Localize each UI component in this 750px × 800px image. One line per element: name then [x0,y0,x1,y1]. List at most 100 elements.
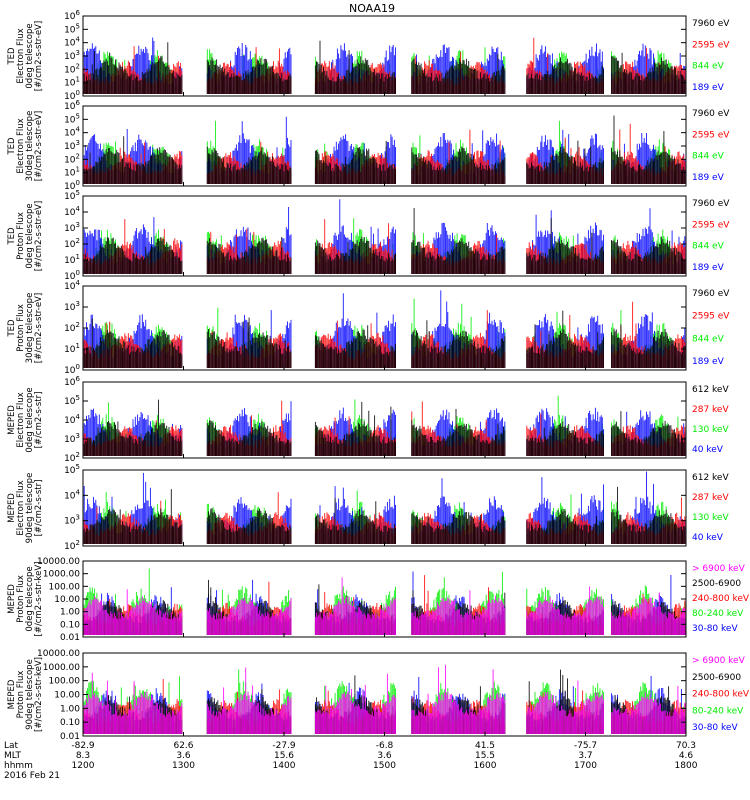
xaxis-row-label-mlt: MLT [4,751,22,761]
xtick-mlt-4: 15.5 [475,751,495,761]
panel-4-ytick-3: 103 [64,300,80,313]
panel-7-legend-3: 240-800 keV [692,594,750,604]
panel-5-ytick-2: 104 [64,413,80,426]
xtick-mlt-5: 3.7 [578,751,592,761]
panel-2-ytick-2: 102 [64,152,80,165]
panel-2-legend-4: 189 eV [692,173,725,183]
panel-4-legend-1: 7960 eV [692,289,730,299]
panel-8-series-5 [83,664,686,734]
xtick-mlt-0: 8.3 [76,751,90,761]
panel-2-traces [83,115,686,184]
panel-5-series-4 [83,399,686,456]
xtick-lat-0: -82.9 [71,741,95,751]
panel-7-ytick-2: 1.00 [60,608,80,618]
panel-2-ylabel: TEDElectron Flux30deg telescope[#/cm2-s-… [7,111,44,182]
xtick-hhmm-1: 1300 [172,761,195,771]
panel-1-ytick-5: 105 [64,22,80,35]
panel-3-ytick-2: 102 [64,237,80,250]
panel-3-series-4 [83,208,686,274]
panel-5-legend-4: 40 keV [692,445,724,455]
xtick-lat-6: 70.3 [676,741,696,751]
panel-7-traces [83,568,686,635]
panel-6-legend-1: 612 keV [692,473,729,483]
panel-1-ytick-6: 106 [64,9,80,22]
panel-6-legend-4: 40 keV [692,533,724,543]
panel-8-legend-1: > 6900 keV [692,656,746,666]
xtick-lat-3: -6.8 [376,741,394,751]
figure-title: NOAA19 [349,2,395,15]
panel-8-ytick-5: 1000.00 [43,663,80,673]
panel-6-ytick-3: 105 [64,463,80,476]
panel-2-legend-2: 2595 eV [692,130,730,140]
panel-5-legend-3: 130 keV [692,425,729,435]
panel-1-legend-1: 7960 eV [692,19,730,29]
panel-6-traces [83,471,686,544]
panel-8-legend-2: 2500-6900 [692,673,741,683]
panel-4-ytick-1: 101 [64,342,80,355]
panel-4-ylabel: TEDProton Flux30deg telescope[#/cm2-s-st… [7,293,44,364]
panel-7-legend-1: > 6900 keV [692,564,746,574]
panel-1-legend-4: 189 eV [692,83,725,93]
xtick-lat-5: -75.7 [574,741,597,751]
panel-6-legend-3: 130 keV [692,513,729,523]
panel-4-legend-3: 844 eV [692,334,725,344]
panel-8: 0.01 0.10 1.00 10.00 100.00 1000.00 10000.00ME… [7,649,750,742]
panel-7-ytick-0: 0.01 [60,633,80,643]
panel-3-traces [83,199,686,274]
panel-4-legend-4: 189 eV [692,357,725,367]
panel-3-legend-2: 2595 eV [692,220,730,230]
panel-1-ytick-4: 104 [64,36,80,49]
panel-6-ytick-0: 102 [64,539,80,552]
panel-5-ytick-4: 106 [64,375,80,388]
panel-8-ytick-1: 0.10 [60,718,80,728]
panel-7-legend-2: 2500-6900 [692,579,741,589]
panel-5-legend-2: 287 keV [692,405,729,415]
panel-2-ytick-3: 103 [64,139,80,152]
panel-3-legend-4: 189 eV [692,263,725,273]
panel-3-ytick-3: 103 [64,221,80,234]
panel-7-ytick-5: 1000.00 [43,570,80,580]
xtick-hhmm-6: 1800 [675,761,698,771]
panel-7-ytick-4: 100.00 [49,582,81,592]
panel-8-traces [83,664,686,734]
xtick-hhmm-3: 1500 [373,761,396,771]
xtick-mlt-1: 3.6 [176,751,191,761]
xtick-hhmm-0: 1200 [72,761,95,771]
xaxis-row-label-hhmm: hhmm [4,761,33,771]
panel-1-ytick-3: 103 [64,49,80,62]
panel-8-ylabel: MEPEDProton Flux90deg telescope[#/cm2-s-… [7,657,44,732]
panel-1-legend-3: 844 eV [692,62,725,72]
panel-1-ytick-1: 101 [64,76,80,89]
panel-3-ylabel: TEDProton Flux0deg telescope[#/cm2-s-str… [7,201,44,271]
panel-7-ytick-1: 0.10 [60,620,80,630]
panel-8-ytick-0: 0.01 [60,732,80,742]
panel-5-ytick-1: 103 [64,432,80,445]
panel-2-ytick-5: 105 [64,112,80,125]
panel-7-series-5 [83,577,686,635]
panel-2-ytick-4: 104 [64,126,80,139]
panel-8-ytick-3: 10.00 [54,691,80,701]
xtick-lat-1: 62.6 [173,741,193,751]
panel-3-legend-3: 844 eV [692,242,725,252]
panel-5-traces [83,395,686,456]
panel-6: 102 103 104 105 MEPEDElectron Flux90deg tele… [7,463,729,552]
panel-6-ylabel: MEPEDElectron Flux90deg telescope[#/cm2-… [7,473,44,544]
panel-1-traces [83,37,686,94]
panel-6-legend-2: 287 keV [692,493,729,503]
panel-7-ytick-3: 10.00 [54,595,80,605]
panel-2-legend-1: 7960 eV [692,109,730,119]
panel-5-legend-1: 612 keV [692,385,729,395]
xtick-lat-4: 41.5 [475,741,495,751]
panel-7-legend-4: 80-240 keV [692,609,744,619]
panel-5-ylabel: MEPEDElectron Flux0deg telescope[#/cm2-s… [7,387,44,452]
panel-8-ytick-6: 10000.00 [37,649,80,659]
panel-1-series-4 [83,40,686,94]
panel-4-traces [83,290,686,368]
panel-8-legend-3: 240-800 keV [692,690,750,700]
panel-3-ytick-1: 101 [64,253,80,266]
panel-7-ytick-6: 10000.00 [37,557,80,567]
panel-1-legend-2: 2595 eV [692,40,730,50]
